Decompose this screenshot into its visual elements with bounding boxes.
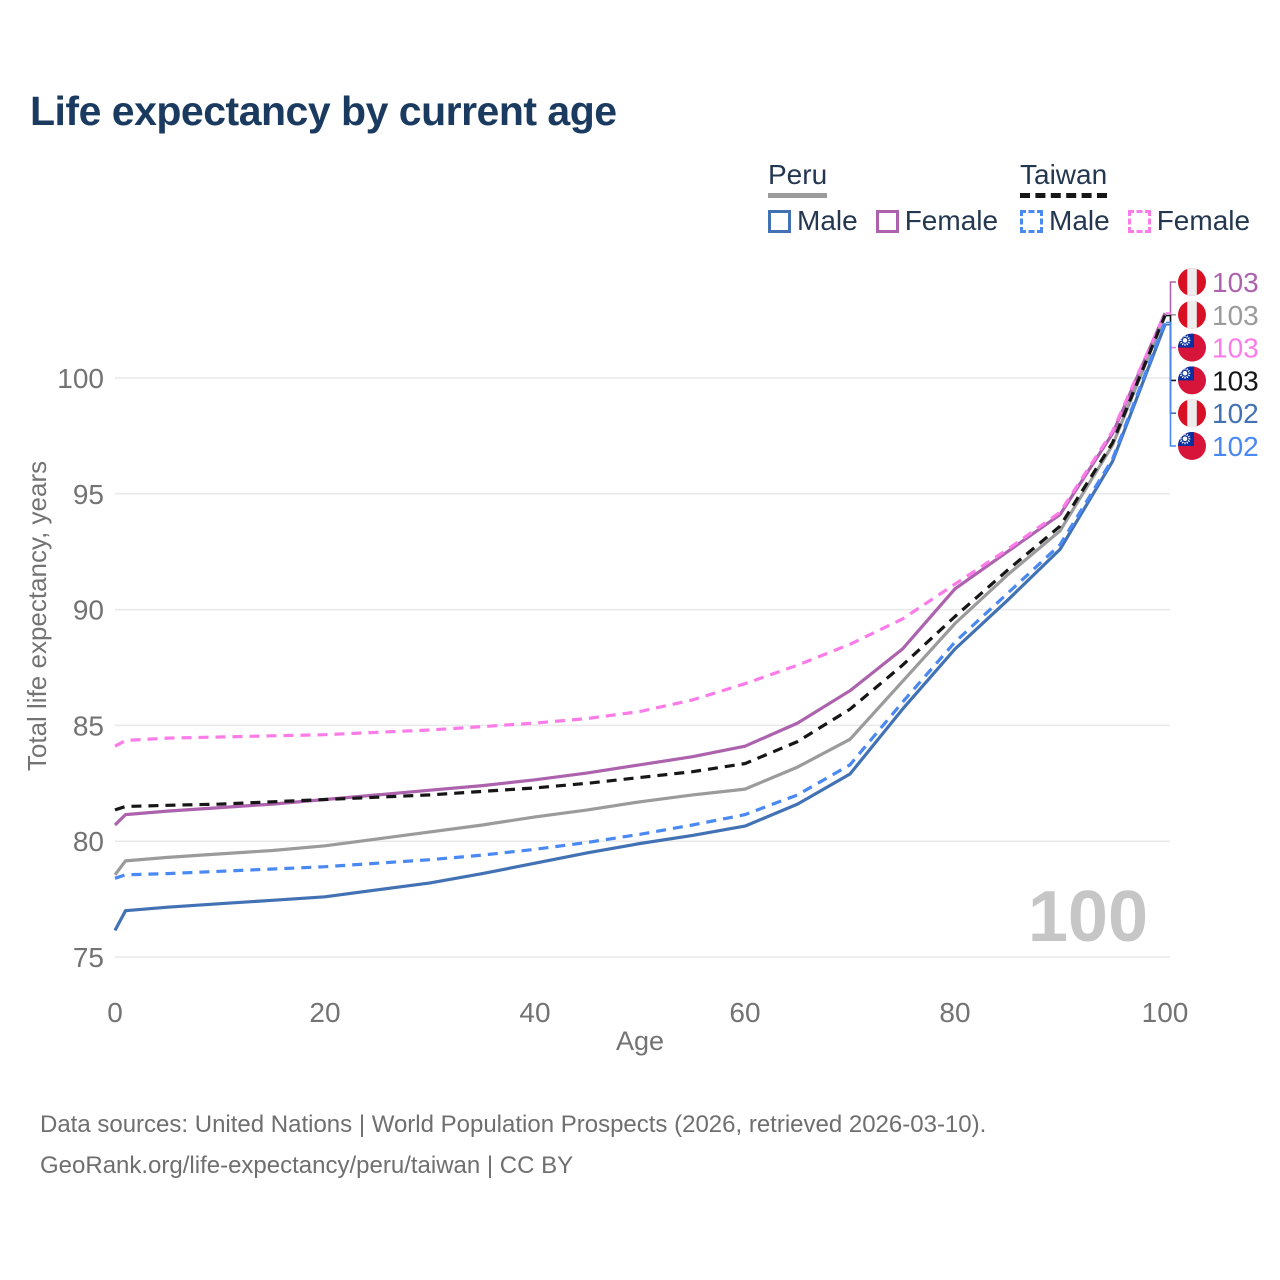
- series-line-peru-total[interactable]: [113, 314, 1167, 876]
- series-line-peru-male[interactable]: [113, 324, 1167, 932]
- y-tick-label-95: 95: [73, 479, 104, 510]
- flag-peru-icon: [1178, 300, 1206, 329]
- legend-country-taiwan[interactable]: Taiwan: [1020, 160, 1108, 198]
- attribution-line: GeoRank.org/life-expectancy/peru/taiwan …: [40, 1152, 574, 1179]
- series-line-peru-female[interactable]: [113, 312, 1167, 827]
- y-tick-label-80: 80: [73, 826, 104, 857]
- x-tick-label-100: 100: [1142, 997, 1189, 1028]
- legend-swatch-peru-male[interactable]: [768, 209, 791, 233]
- callout-leader-line: [1166, 321, 1176, 447]
- legend-swatch-peru-female[interactable]: [875, 209, 899, 233]
- y-tick-label-75: 75: [73, 942, 104, 973]
- callout-row-taiwan-female[interactable]: 103: [1166, 312, 1259, 364]
- series-line-taiwan-total[interactable]: [114, 314, 1167, 812]
- flag-peru-icon: [1178, 399, 1206, 428]
- flag-taiwan-icon: [1178, 333, 1206, 362]
- flag-taiwan-icon: [1178, 366, 1206, 395]
- x-tick-label-0: 0: [107, 997, 123, 1028]
- callout-value-label: 103: [1212, 300, 1259, 331]
- legend-row-taiwan: Male Female: [1020, 205, 1250, 237]
- legend-label-taiwan-male[interactable]: Male: [1049, 205, 1110, 236]
- x-tick-label-80: 80: [939, 997, 970, 1028]
- series-line-taiwan-male[interactable]: [114, 321, 1167, 880]
- callout-leader-line: [1166, 281, 1176, 314]
- legend-swatch-taiwan-male[interactable]: [1020, 209, 1043, 233]
- callout-row-taiwan-male[interactable]: 102: [1166, 321, 1259, 462]
- callout-row-peru-female[interactable]: 103: [1166, 267, 1259, 314]
- age-indicator-watermark: 100: [1028, 877, 1148, 957]
- flag-taiwan-icon: [1178, 432, 1206, 460]
- chart-title: Life expectancy by current age: [30, 88, 617, 134]
- legend-group-peru: Peru Male Female: [768, 160, 998, 237]
- legend-label-peru-female[interactable]: Female: [904, 205, 999, 236]
- x-axis-title: Age: [616, 1026, 664, 1056]
- callout-row-taiwan-total[interactable]: 103: [1166, 314, 1259, 397]
- series-line-taiwan-female[interactable]: [114, 312, 1167, 748]
- x-tick-label-40: 40: [519, 997, 550, 1028]
- legend-swatch-taiwan-female[interactable]: [1127, 209, 1151, 233]
- flag-peru-icon: [1178, 268, 1206, 296]
- legend-row-peru: Male Female: [768, 205, 998, 237]
- callout-value-label: 103: [1212, 365, 1259, 396]
- chart-footer: Data sources: United Nations | World Pop…: [40, 1104, 986, 1186]
- x-tick-label-20: 20: [309, 997, 340, 1028]
- legend-label-taiwan-female[interactable]: Female: [1156, 205, 1251, 236]
- y-tick-label-85: 85: [73, 710, 104, 741]
- legend-label-peru-male[interactable]: Male: [797, 205, 858, 236]
- callout-row-peru-male[interactable]: 102: [1166, 323, 1259, 430]
- legend-country-peru[interactable]: Peru: [768, 160, 828, 198]
- x-tick-label-60: 60: [729, 997, 760, 1028]
- callout-value-label: 103: [1212, 333, 1259, 364]
- y-tick-label-90: 90: [73, 595, 104, 626]
- legend-group-taiwan: Taiwan Male Female: [1020, 160, 1250, 237]
- callout-value-label: 102: [1212, 398, 1259, 429]
- callout-row-peru-total[interactable]: 103: [1166, 300, 1259, 331]
- callout-value-label: 103: [1212, 267, 1259, 298]
- y-tick-label-100: 100: [57, 363, 104, 394]
- y-axis-title: Total life expectancy, years: [22, 461, 52, 771]
- callout-value-label: 102: [1212, 431, 1259, 462]
- data-sources-line: Data sources: United Nations | World Pop…: [40, 1111, 987, 1138]
